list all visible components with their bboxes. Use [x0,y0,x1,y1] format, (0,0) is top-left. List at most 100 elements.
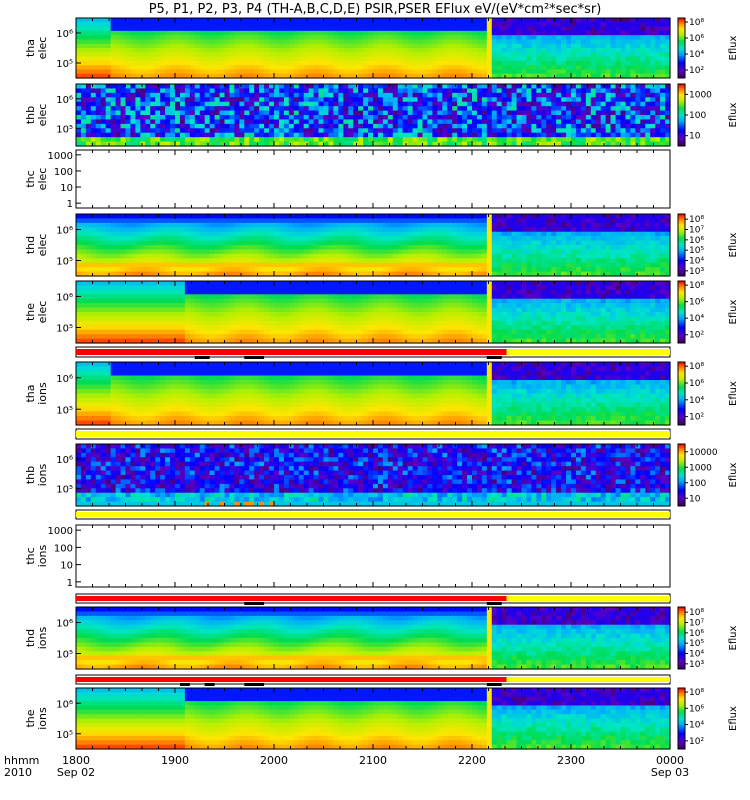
spectrogram-cell [209,97,216,103]
spectrogram-cell [115,267,122,273]
spectrogram-cell [278,97,285,103]
spectrogram-cell [244,48,250,53]
spectrogram-cell [501,137,508,143]
spectrogram-cell [600,48,607,53]
spectrogram-cell [595,26,602,32]
spectrogram-cell [150,52,156,58]
spectrogram-cell [605,141,612,147]
colorbar-cell [678,74,685,77]
spectrogram-cell [194,240,201,246]
spectrogram-cell [189,101,196,107]
spectrogram-cell [313,249,320,255]
spectrogram-cell [407,22,414,28]
spectrogram-cell [472,52,478,58]
spectrogram-cell [160,258,166,264]
spectrogram-cell [511,52,518,58]
spectrogram-cell [125,84,132,90]
spectrogram-cell [640,69,646,75]
spectrogram-cell [412,245,419,251]
spectrogram-cell [481,52,488,58]
spectrogram-cell [249,258,255,264]
spectrogram-cell [85,52,92,58]
spectrogram-cell [358,132,364,138]
spectrogram-cell [204,262,211,268]
spectrogram-cell [259,101,265,107]
spectrogram-cell [254,60,260,66]
spectrogram-cell [353,22,359,28]
spectrogram-cell [348,258,354,264]
spectrogram-cell [610,69,617,75]
spectrogram-cell [506,88,513,94]
spectrogram-cell [303,249,310,255]
spectrogram-cell [249,262,255,268]
spectrogram-cell [566,110,572,116]
spectrogram-cell [160,214,166,220]
spectrogram-cell [179,30,186,36]
spectrogram-cell [536,141,542,147]
spectrogram-cell [115,39,122,45]
spectrogram-cell [546,43,552,49]
spectrogram-cell [76,271,82,277]
spectrogram-cell [85,84,92,90]
spectrogram-cell [95,262,102,268]
spectrogram-cell [437,101,443,107]
spectrogram-cell [234,92,240,98]
spectrogram-cell [189,43,196,49]
spectrogram-cell [363,35,369,41]
spectrogram-cell [298,236,305,242]
spectrogram-cell [318,56,325,62]
spectrogram-cell [140,73,146,79]
spectrogram-cell [556,65,562,71]
spectrogram-cell [496,56,503,62]
spectrogram-cell [338,48,344,53]
spectrogram-cell [254,271,260,277]
spectrogram-cell [392,73,399,79]
spectrogram-cell [580,101,587,107]
spectrogram-cell [373,128,379,134]
spectrogram-cell [481,132,488,138]
spectrogram-cell [486,39,493,45]
spectrogram-cell [105,236,112,242]
spectrogram-cell [120,101,127,107]
spectrogram-cell [402,253,409,259]
spectrogram-cell [145,218,151,224]
spectrogram-cell [244,253,250,259]
spectrogram-cell [155,26,161,32]
spectrogram-cell [155,35,161,41]
spectrogram-cell [105,214,112,220]
spectrogram-cell [175,106,181,112]
spectrogram-cell [392,231,399,237]
spectrogram-cell [353,262,359,268]
spectrogram-cell [640,106,646,112]
spectrogram-cell [150,137,156,143]
spectrogram-cell [269,123,275,129]
spectrogram-cell [234,65,240,71]
spectrogram-cell [239,262,245,268]
spectrogram-cell [531,22,537,28]
spectrogram-cell [348,245,354,251]
spectrogram-cell [640,65,646,71]
spectrogram-cell [76,128,82,134]
spectrogram-cell [194,60,201,66]
spectrogram-cell [615,123,622,129]
spectrogram-cell [640,128,646,134]
spectrogram-cell [219,115,226,121]
spectrogram-cell [318,253,325,259]
spectrogram-cell [318,249,325,255]
spectrogram-cell [452,249,458,255]
spectrogram-cell [269,65,275,71]
spectrogram-cell [184,84,191,90]
spectrogram-cell [155,73,161,79]
spectrogram-cell [283,35,290,41]
spectrogram-cell [239,22,245,28]
spectrogram-cell [199,218,206,224]
spectrogram-cell [303,214,310,220]
spectrogram-cell [432,214,438,220]
spectrogram-cell [259,30,265,36]
spectrogram-cell [476,60,483,66]
spectrogram-cell [665,22,671,28]
spectrogram-cell [110,88,117,94]
spectrogram-cell [135,231,141,237]
spectrogram-cell [175,258,181,264]
spectrogram-cell [303,128,310,134]
